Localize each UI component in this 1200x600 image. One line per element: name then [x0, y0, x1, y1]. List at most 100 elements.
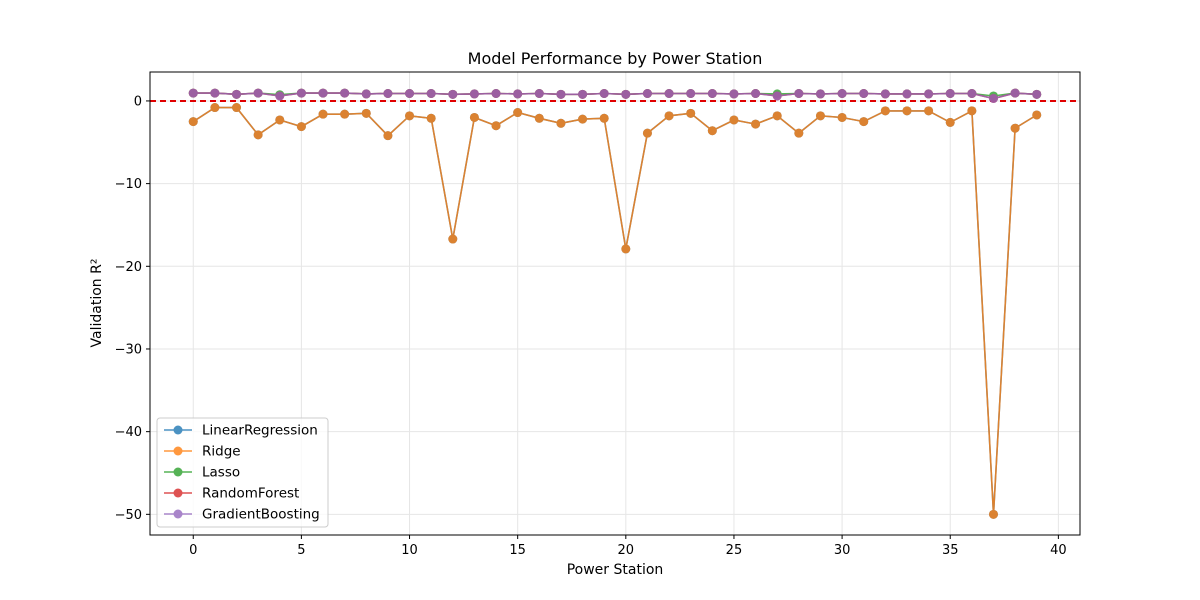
data-point [188, 88, 198, 98]
data-point [772, 91, 782, 101]
legend-swatch-marker [173, 488, 183, 498]
data-point [232, 89, 242, 99]
data-point [837, 112, 847, 122]
data-point [275, 91, 285, 101]
data-point [578, 89, 588, 99]
series-line [193, 92, 1037, 100]
x-tick-label: 0 [189, 543, 197, 558]
data-point [945, 117, 955, 127]
data-point [513, 89, 523, 99]
data-point [642, 88, 652, 98]
axis-ticks: 0 5 10 15 20 25 30 35 40 0 −10 −20 −30 −40 −50 [115, 94, 1067, 558]
data-point [426, 113, 436, 123]
x-tick-label: 35 [942, 543, 959, 558]
legend-label: RandomForest [202, 486, 299, 502]
data-point [880, 89, 890, 99]
data-point [448, 89, 458, 99]
data-point [880, 106, 890, 116]
y-tick-label: 0 [134, 94, 142, 109]
series-gradientboosting [188, 88, 1042, 103]
data-point [988, 93, 998, 103]
data-point [188, 117, 198, 127]
x-tick-label: 40 [1050, 543, 1067, 558]
data-point [859, 117, 869, 127]
data-point [340, 88, 350, 98]
data-point [210, 88, 220, 98]
y-tick-label: −30 [115, 342, 142, 357]
data-point [1032, 89, 1042, 99]
legend-swatch [164, 446, 192, 456]
data-point [556, 89, 566, 99]
x-tick-label: 20 [618, 543, 635, 558]
data-point [469, 112, 479, 122]
x-tick-label: 15 [509, 543, 526, 558]
plot-frame [149, 71, 1081, 536]
x-tick-label: 25 [726, 543, 743, 558]
series-group [188, 88, 1042, 519]
data-point [924, 106, 934, 116]
data-point [686, 88, 696, 98]
series-ridge [188, 103, 1042, 519]
data-point [448, 234, 458, 244]
data-point [361, 89, 371, 99]
data-point [815, 111, 825, 121]
data-point [491, 121, 501, 131]
data-point [340, 109, 350, 119]
data-point [210, 103, 220, 113]
data-point [361, 108, 371, 118]
data-point [383, 131, 393, 141]
data-point [1032, 110, 1042, 120]
data-point [383, 88, 393, 98]
data-point [945, 88, 955, 98]
y-tick-label: −20 [115, 260, 142, 275]
legend-label: GradientBoosting [202, 507, 320, 523]
data-point [318, 88, 328, 98]
data-point [902, 106, 912, 116]
y-axis-label: Validation R² [89, 259, 105, 348]
data-point [924, 89, 934, 99]
data-point [772, 111, 782, 121]
data-point [296, 122, 306, 132]
data-point [405, 111, 415, 121]
data-point [491, 88, 501, 98]
x-axis-label: Power Station [567, 562, 664, 578]
series-line [192, 106, 1038, 515]
x-tick-label: 10 [401, 543, 418, 558]
data-point [902, 89, 912, 99]
data-point [707, 88, 717, 98]
legend-box [156, 417, 329, 528]
legend-label: LinearRegression [202, 423, 318, 439]
y-tick-label: −40 [115, 425, 142, 440]
data-point [534, 88, 544, 98]
data-point [751, 88, 761, 98]
data-point [556, 118, 566, 128]
legend-swatch [164, 467, 192, 477]
data-point [664, 111, 674, 121]
data-point [967, 88, 977, 98]
data-point [253, 130, 263, 140]
data-point [794, 88, 804, 98]
data-point [837, 88, 847, 98]
data-point [534, 113, 544, 123]
legend-swatch [164, 509, 192, 519]
data-point [729, 115, 739, 125]
legend-label: Ridge [202, 444, 241, 460]
data-point [318, 109, 328, 119]
legend-swatch [164, 425, 192, 435]
data-point [469, 89, 479, 99]
data-point [967, 106, 977, 116]
data-point [815, 89, 825, 99]
data-point [599, 113, 609, 123]
data-point [664, 88, 674, 98]
x-tick-label: 30 [834, 543, 851, 558]
data-point [794, 128, 804, 138]
data-point [988, 509, 998, 519]
data-point [1010, 123, 1020, 133]
data-point [275, 115, 285, 125]
chart-title: Model Performance by Power Station [468, 49, 763, 68]
legend-label: Lasso [202, 465, 240, 481]
data-point [599, 88, 609, 98]
data-point [296, 88, 306, 98]
legend-swatch-marker [173, 425, 183, 435]
legend-swatch-marker [173, 467, 183, 477]
